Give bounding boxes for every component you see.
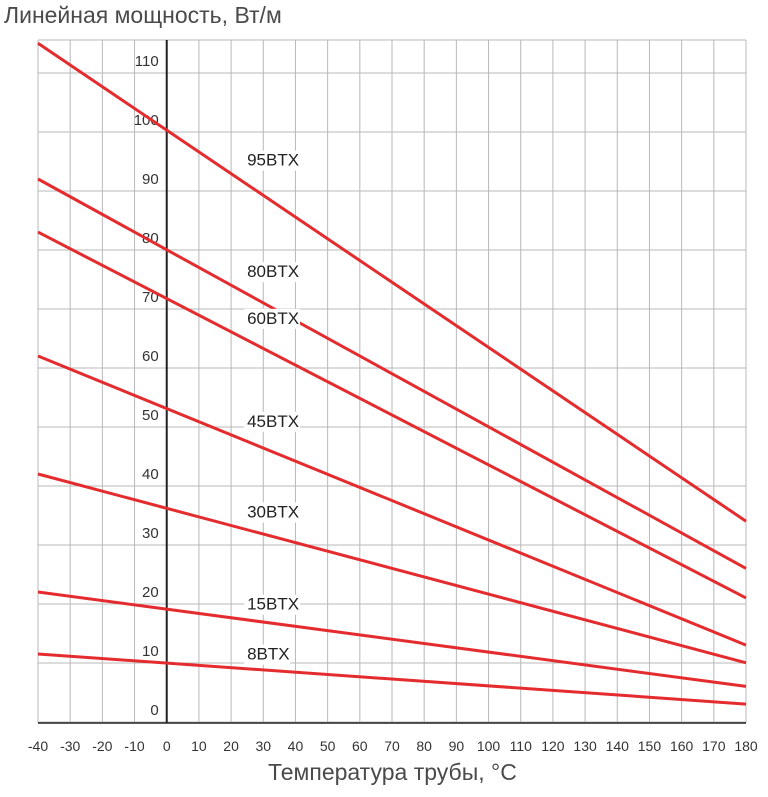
series-line-30btx <box>37 472 747 665</box>
x-tick-labels: -40 -30 -20 -10 0 10 20 30 40 50 60 70 80 90 100 110 120… <box>28 738 758 754</box>
x-tick-label: 120 <box>541 738 565 754</box>
series-label-15btx: 15BTX <box>247 595 299 614</box>
series-label-30btx: 30BTX <box>247 502 299 521</box>
x-tick-label: 100 <box>477 738 501 754</box>
series-label-background <box>244 308 301 329</box>
x-tick-label: 50 <box>320 738 336 754</box>
series-line-60btx <box>37 230 747 600</box>
series-label-background <box>244 502 301 523</box>
y-tick-label: 30 <box>142 525 159 542</box>
y-tick-label: 110 <box>135 53 159 70</box>
y-tick-label: 0 <box>150 702 158 719</box>
y-tick-label: 100 <box>134 112 159 129</box>
y-tick-label: 60 <box>142 348 159 365</box>
series-label-background <box>244 150 301 171</box>
x-tick-label: -10 <box>124 738 144 754</box>
x-tick-label: 150 <box>638 738 662 754</box>
series-label-60btx: 60BTX <box>247 309 299 328</box>
x-tick-label: -30 <box>60 738 80 754</box>
series-label-background <box>244 411 301 432</box>
x-tick-label: 130 <box>573 738 597 754</box>
x-tick-label: 110 <box>510 738 533 754</box>
x-tick-label: 180 <box>734 738 758 754</box>
x-tick-label: 140 <box>606 738 630 754</box>
x-tick-label: -40 <box>28 738 48 754</box>
chart-title: Линейная мощность, Вт/м <box>4 2 282 28</box>
x-tick-label: 170 <box>702 738 726 754</box>
series-label-95btx: 95BTX <box>247 151 299 170</box>
series-line-45btx <box>37 354 747 647</box>
series-label-background <box>244 262 301 283</box>
x-tick-label: 40 <box>288 738 304 754</box>
x-tick-label: 0 <box>163 738 171 754</box>
y-tick-label: 10 <box>142 643 159 660</box>
x-tick-label: 20 <box>223 738 239 754</box>
x-tick-label: 70 <box>384 738 400 754</box>
series-lines <box>37 42 747 706</box>
series-label-80btx: 80BTX <box>247 262 299 281</box>
series-label-background <box>244 594 301 615</box>
series-line-15btx <box>37 590 747 688</box>
series-label-45btx: 45BTX <box>247 412 299 431</box>
x-axis-label: Температура трубы, °C <box>268 759 517 785</box>
grid <box>37 39 747 723</box>
x-tick-label: 80 <box>416 738 432 754</box>
series-label-8btx: 8BTX <box>247 645 290 664</box>
series-label-background <box>244 644 291 665</box>
x-tick-label: -20 <box>92 738 112 754</box>
x-tick-label: 90 <box>449 738 465 754</box>
series-line-8btx <box>37 652 747 706</box>
x-tick-label: 160 <box>670 738 694 754</box>
series-line-80btx <box>37 177 747 570</box>
y-tick-label: 20 <box>142 584 159 601</box>
y-tick-label: 40 <box>142 466 159 483</box>
x-tick-label: 30 <box>255 738 271 754</box>
x-tick-label: 10 <box>191 738 207 754</box>
x-tick-label: 60 <box>352 738 368 754</box>
series-line-95btx <box>37 42 747 523</box>
y-tick-label: 90 <box>142 171 159 188</box>
series-labels: 95BTX 80BTX 60BTX 45BTX 30BTX 15BTX 8BTX <box>244 150 301 665</box>
y-tick-label: 50 <box>142 407 159 424</box>
